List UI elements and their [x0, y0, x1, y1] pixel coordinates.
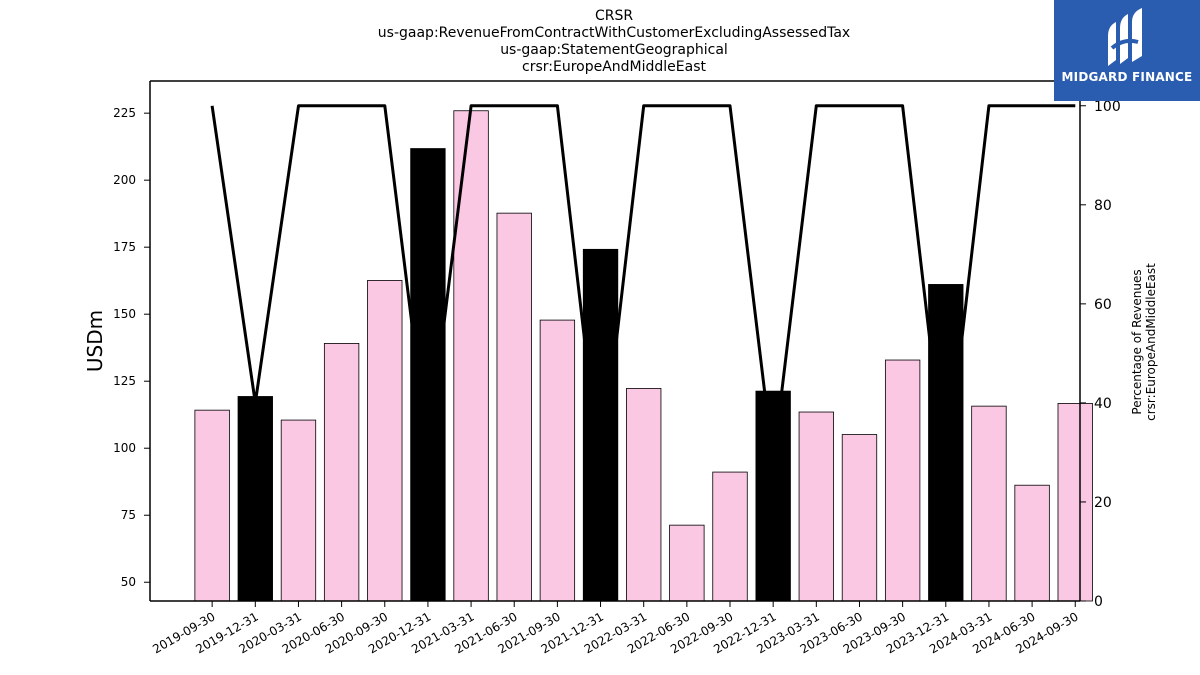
midgard-finance-logo: MIDGARD FINANCE — [1054, 0, 1200, 101]
bar-2019-12-31 — [237, 396, 273, 602]
y2-tick-label: 100 — [1094, 99, 1121, 115]
bar-2023-03-31 — [798, 411, 834, 602]
y2-axis-label: Percentage of Revenues — [1130, 269, 1144, 414]
bar-2021-03-31 — [453, 110, 489, 602]
chart-title-line: crsr:EuropeAndMiddleEast — [522, 59, 707, 75]
bar-2024-03-31 — [971, 405, 1007, 602]
logo-text: MIDGARD FINANCE — [1061, 70, 1193, 84]
y-tick-label: 100 — [113, 441, 136, 455]
bar-2020-03-31 — [280, 419, 317, 602]
chart-title-line: us-gaap:StatementGeographical — [500, 42, 728, 58]
y-tick-label: 175 — [113, 240, 136, 254]
y2-tick-label: 40 — [1094, 396, 1112, 412]
chart-title: CRSRus-gaap:RevenueFromContractWithCusto… — [378, 8, 850, 75]
bars — [194, 110, 1093, 602]
y-tick-label: 200 — [113, 173, 136, 187]
y2-tick-label: 0 — [1094, 594, 1103, 610]
y-tick-label: 50 — [121, 575, 136, 589]
y2-tick-label: 60 — [1094, 297, 1112, 313]
bar-2020-12-31 — [410, 148, 446, 602]
bar-2020-09-30 — [367, 280, 403, 602]
bar-2019-09-30 — [194, 409, 230, 602]
bar-2023-09-30 — [884, 359, 921, 602]
chart-title-line: us-gaap:RevenueFromContractWithCustomerE… — [378, 25, 850, 41]
bar-2021-06-30 — [496, 212, 532, 602]
bar-2021-09-30 — [539, 319, 576, 602]
bar-2022-03-31 — [626, 388, 662, 602]
bar-2022-09-30 — [712, 471, 748, 602]
bar-2024-06-30 — [1014, 484, 1050, 602]
y2-axis-label: crsr:EuropeAndMiddleEast — [1144, 263, 1158, 421]
bar-2024-09-30 — [1057, 403, 1093, 602]
percentage-line — [210, 104, 1076, 479]
bar-2020-06-30 — [323, 343, 360, 602]
y2-tick-label: 80 — [1094, 198, 1112, 214]
y-axis-label: USDm — [83, 310, 107, 372]
bar-2023-12-31 — [928, 284, 964, 602]
y-tick-label: 75 — [121, 508, 136, 522]
bar-2021-12-31 — [582, 248, 619, 602]
midgard-logo-icon — [1108, 8, 1142, 66]
y-tick-label: 150 — [113, 307, 136, 321]
y-tick-label: 225 — [113, 106, 136, 120]
y-tick-label: 125 — [113, 374, 136, 388]
y2-tick-label: 20 — [1094, 495, 1112, 511]
bar-2022-06-30 — [669, 524, 705, 602]
bar-2022-12-31 — [755, 390, 791, 602]
chart-title-line: CRSR — [595, 8, 633, 24]
percentage-line-path — [210, 104, 1076, 479]
bar-2023-06-30 — [841, 434, 878, 602]
